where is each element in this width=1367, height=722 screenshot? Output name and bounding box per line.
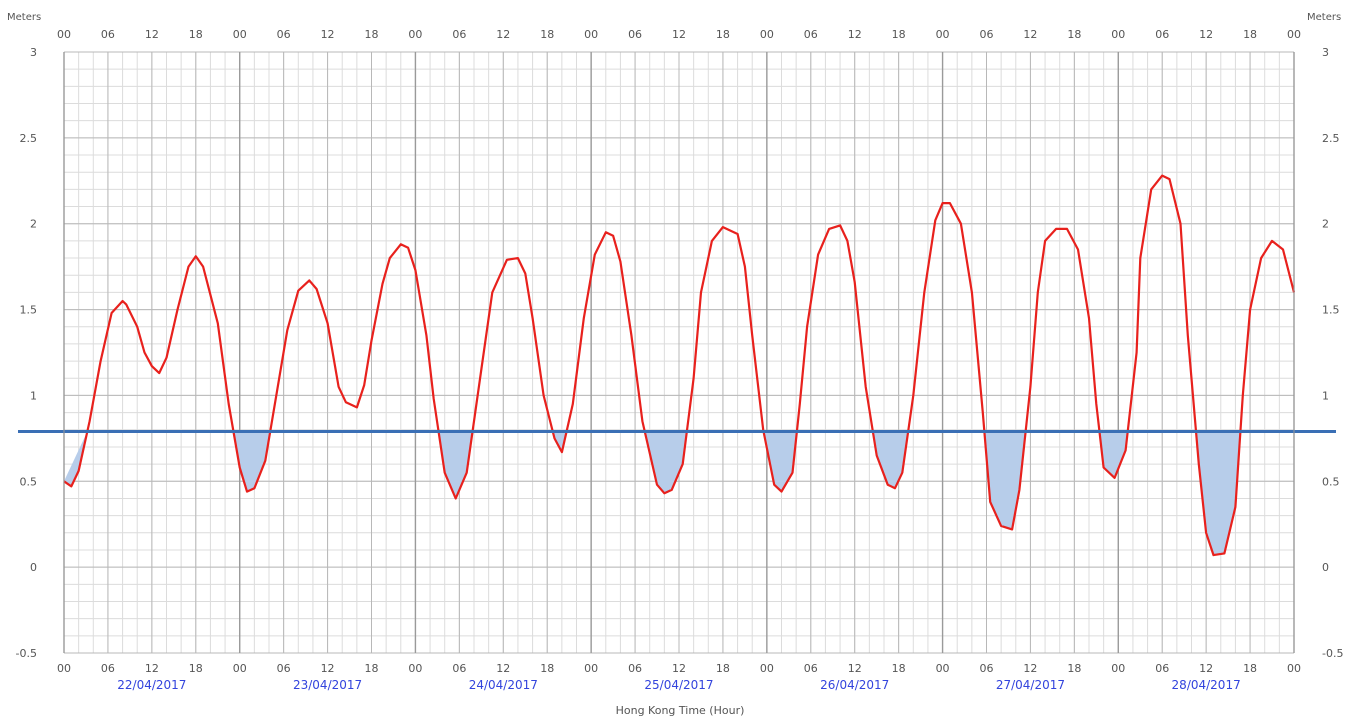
x-tick-label-top: 06: [980, 28, 994, 41]
x-tick-label-bottom: 06: [101, 662, 115, 675]
date-label: 28/04/2017: [1172, 678, 1241, 692]
date-label: 23/04/2017: [293, 678, 362, 692]
x-tick-label-bottom: 06: [1155, 662, 1169, 675]
x-tick-label-top: 00: [1287, 28, 1301, 41]
low-water-area: [552, 431, 567, 453]
x-tick-label-top: 12: [321, 28, 335, 41]
low-water-area: [872, 431, 909, 489]
y-tick-label-left: 2.5: [20, 132, 38, 145]
x-tick-label-bottom: 00: [1111, 662, 1125, 675]
y-tick-label-left: -0.5: [16, 647, 37, 660]
y-tick-label-left: 1.5: [20, 304, 38, 317]
x-tick-label-top: 06: [804, 28, 818, 41]
x-tick-label-top: 00: [936, 28, 950, 41]
x-tick-label-top: 06: [1155, 28, 1169, 41]
left-axis-unit: Meters: [7, 12, 41, 23]
x-tick-label-top: 12: [672, 28, 686, 41]
x-tick-label-bottom: 18: [1067, 662, 1081, 675]
x-tick-label-top: 18: [540, 28, 554, 41]
x-tick-label-top: 06: [101, 28, 115, 41]
x-tick-label-top: 18: [1243, 28, 1257, 41]
x-tick-label-top: 00: [1111, 28, 1125, 41]
x-tick-label-top: 12: [1199, 28, 1213, 41]
x-tick-label-bottom: 06: [452, 662, 466, 675]
y-tick-label-right: 1: [1322, 389, 1329, 402]
x-tick-label-top: 12: [496, 28, 510, 41]
x-tick-label-top: 06: [277, 28, 291, 41]
x-tick-label-top: 18: [892, 28, 906, 41]
low-water-area: [1099, 431, 1128, 478]
low-water-area: [64, 431, 88, 487]
y-tick-label-right: 2: [1322, 218, 1329, 231]
x-tick-label-top: 18: [365, 28, 379, 41]
x-tick-label-top: 18: [189, 28, 203, 41]
y-tick-label-left: 1: [30, 389, 37, 402]
x-tick-label-bottom: 06: [804, 662, 818, 675]
x-tick-label-bottom: 12: [321, 662, 335, 675]
x-tick-label-bottom: 12: [145, 662, 159, 675]
x-tick-label-bottom: 18: [540, 662, 554, 675]
x-tick-label-top: 12: [145, 28, 159, 41]
series-layer: [63, 174, 1296, 557]
x-tick-label-bottom: 12: [672, 662, 686, 675]
low-water-area: [763, 431, 797, 492]
low-water-area: [1196, 431, 1241, 556]
date-label: 25/04/2017: [644, 678, 713, 692]
y-tick-label-right: 0: [1322, 561, 1329, 574]
low-water-area: [438, 431, 473, 499]
axes-layer: -0.5 -0.50 00.5 0.51 11.5 1.52 22.5 2.53 3000006…: [16, 28, 1344, 692]
y-tick-label-left: 2: [30, 218, 37, 231]
x-tick-label-bottom: 00: [233, 662, 247, 675]
x-tick-label-bottom: 00: [1287, 662, 1301, 675]
x-tick-label-bottom: 00: [408, 662, 422, 675]
x-tick-label-top: 18: [716, 28, 730, 41]
x-tick-label-bottom: 18: [365, 662, 379, 675]
y-tick-label-left: 0: [30, 561, 37, 574]
x-tick-label-bottom: 18: [189, 662, 203, 675]
date-label: 24/04/2017: [469, 678, 538, 692]
x-tick-label-bottom: 12: [1023, 662, 1037, 675]
y-tick-label-left: 3: [30, 46, 37, 59]
x-tick-label-top: 00: [408, 28, 422, 41]
x-tick-label-bottom: 18: [892, 662, 906, 675]
x-tick-label-bottom: 12: [1199, 662, 1213, 675]
y-tick-label-right: -0.5: [1322, 647, 1343, 660]
x-tick-label-bottom: 12: [848, 662, 862, 675]
x-tick-label-bottom: 00: [936, 662, 950, 675]
x-tick-label-bottom: 18: [716, 662, 730, 675]
low-water-area: [984, 431, 1026, 530]
x-tick-label-bottom: 18: [1243, 662, 1257, 675]
x-tick-label-top: 18: [1067, 28, 1081, 41]
x-tick-label-bottom: 06: [980, 662, 994, 675]
date-label: 27/04/2017: [996, 678, 1065, 692]
x-tick-label-top: 06: [628, 28, 642, 41]
x-tick-label-bottom: 00: [57, 662, 71, 675]
x-tick-label-top: 00: [760, 28, 774, 41]
right-axis-unit: Meters: [1307, 12, 1341, 23]
major-grid: [63, 51, 1295, 654]
x-tick-label-top: 00: [57, 28, 71, 41]
x-tick-label-top: 12: [848, 28, 862, 41]
date-label: 26/04/2017: [820, 678, 889, 692]
x-tick-label-bottom: 06: [277, 662, 291, 675]
y-tick-label-left: 0.5: [20, 475, 38, 488]
x-tick-label-top: 12: [1023, 28, 1037, 41]
x-tick-label-bottom: 00: [584, 662, 598, 675]
y-tick-label-right: 0.5: [1322, 475, 1340, 488]
x-tick-label-bottom: 00: [760, 662, 774, 675]
x-tick-label-bottom: 12: [496, 662, 510, 675]
tide-series-line: [63, 174, 1296, 557]
x-tick-label-top: 00: [233, 28, 247, 41]
y-tick-label-right: 3: [1322, 46, 1329, 59]
x-tick-label-top: 06: [452, 28, 466, 41]
below-threshold-fill: [64, 431, 1241, 556]
x-tick-label-bottom: 06: [628, 662, 642, 675]
x-axis-title: Hong Kong Time (Hour): [616, 704, 745, 717]
x-tick-label-top: 00: [584, 28, 598, 41]
date-label: 22/04/2017: [117, 678, 186, 692]
y-tick-label-right: 2.5: [1322, 132, 1340, 145]
y-tick-label-right: 1.5: [1322, 304, 1340, 317]
